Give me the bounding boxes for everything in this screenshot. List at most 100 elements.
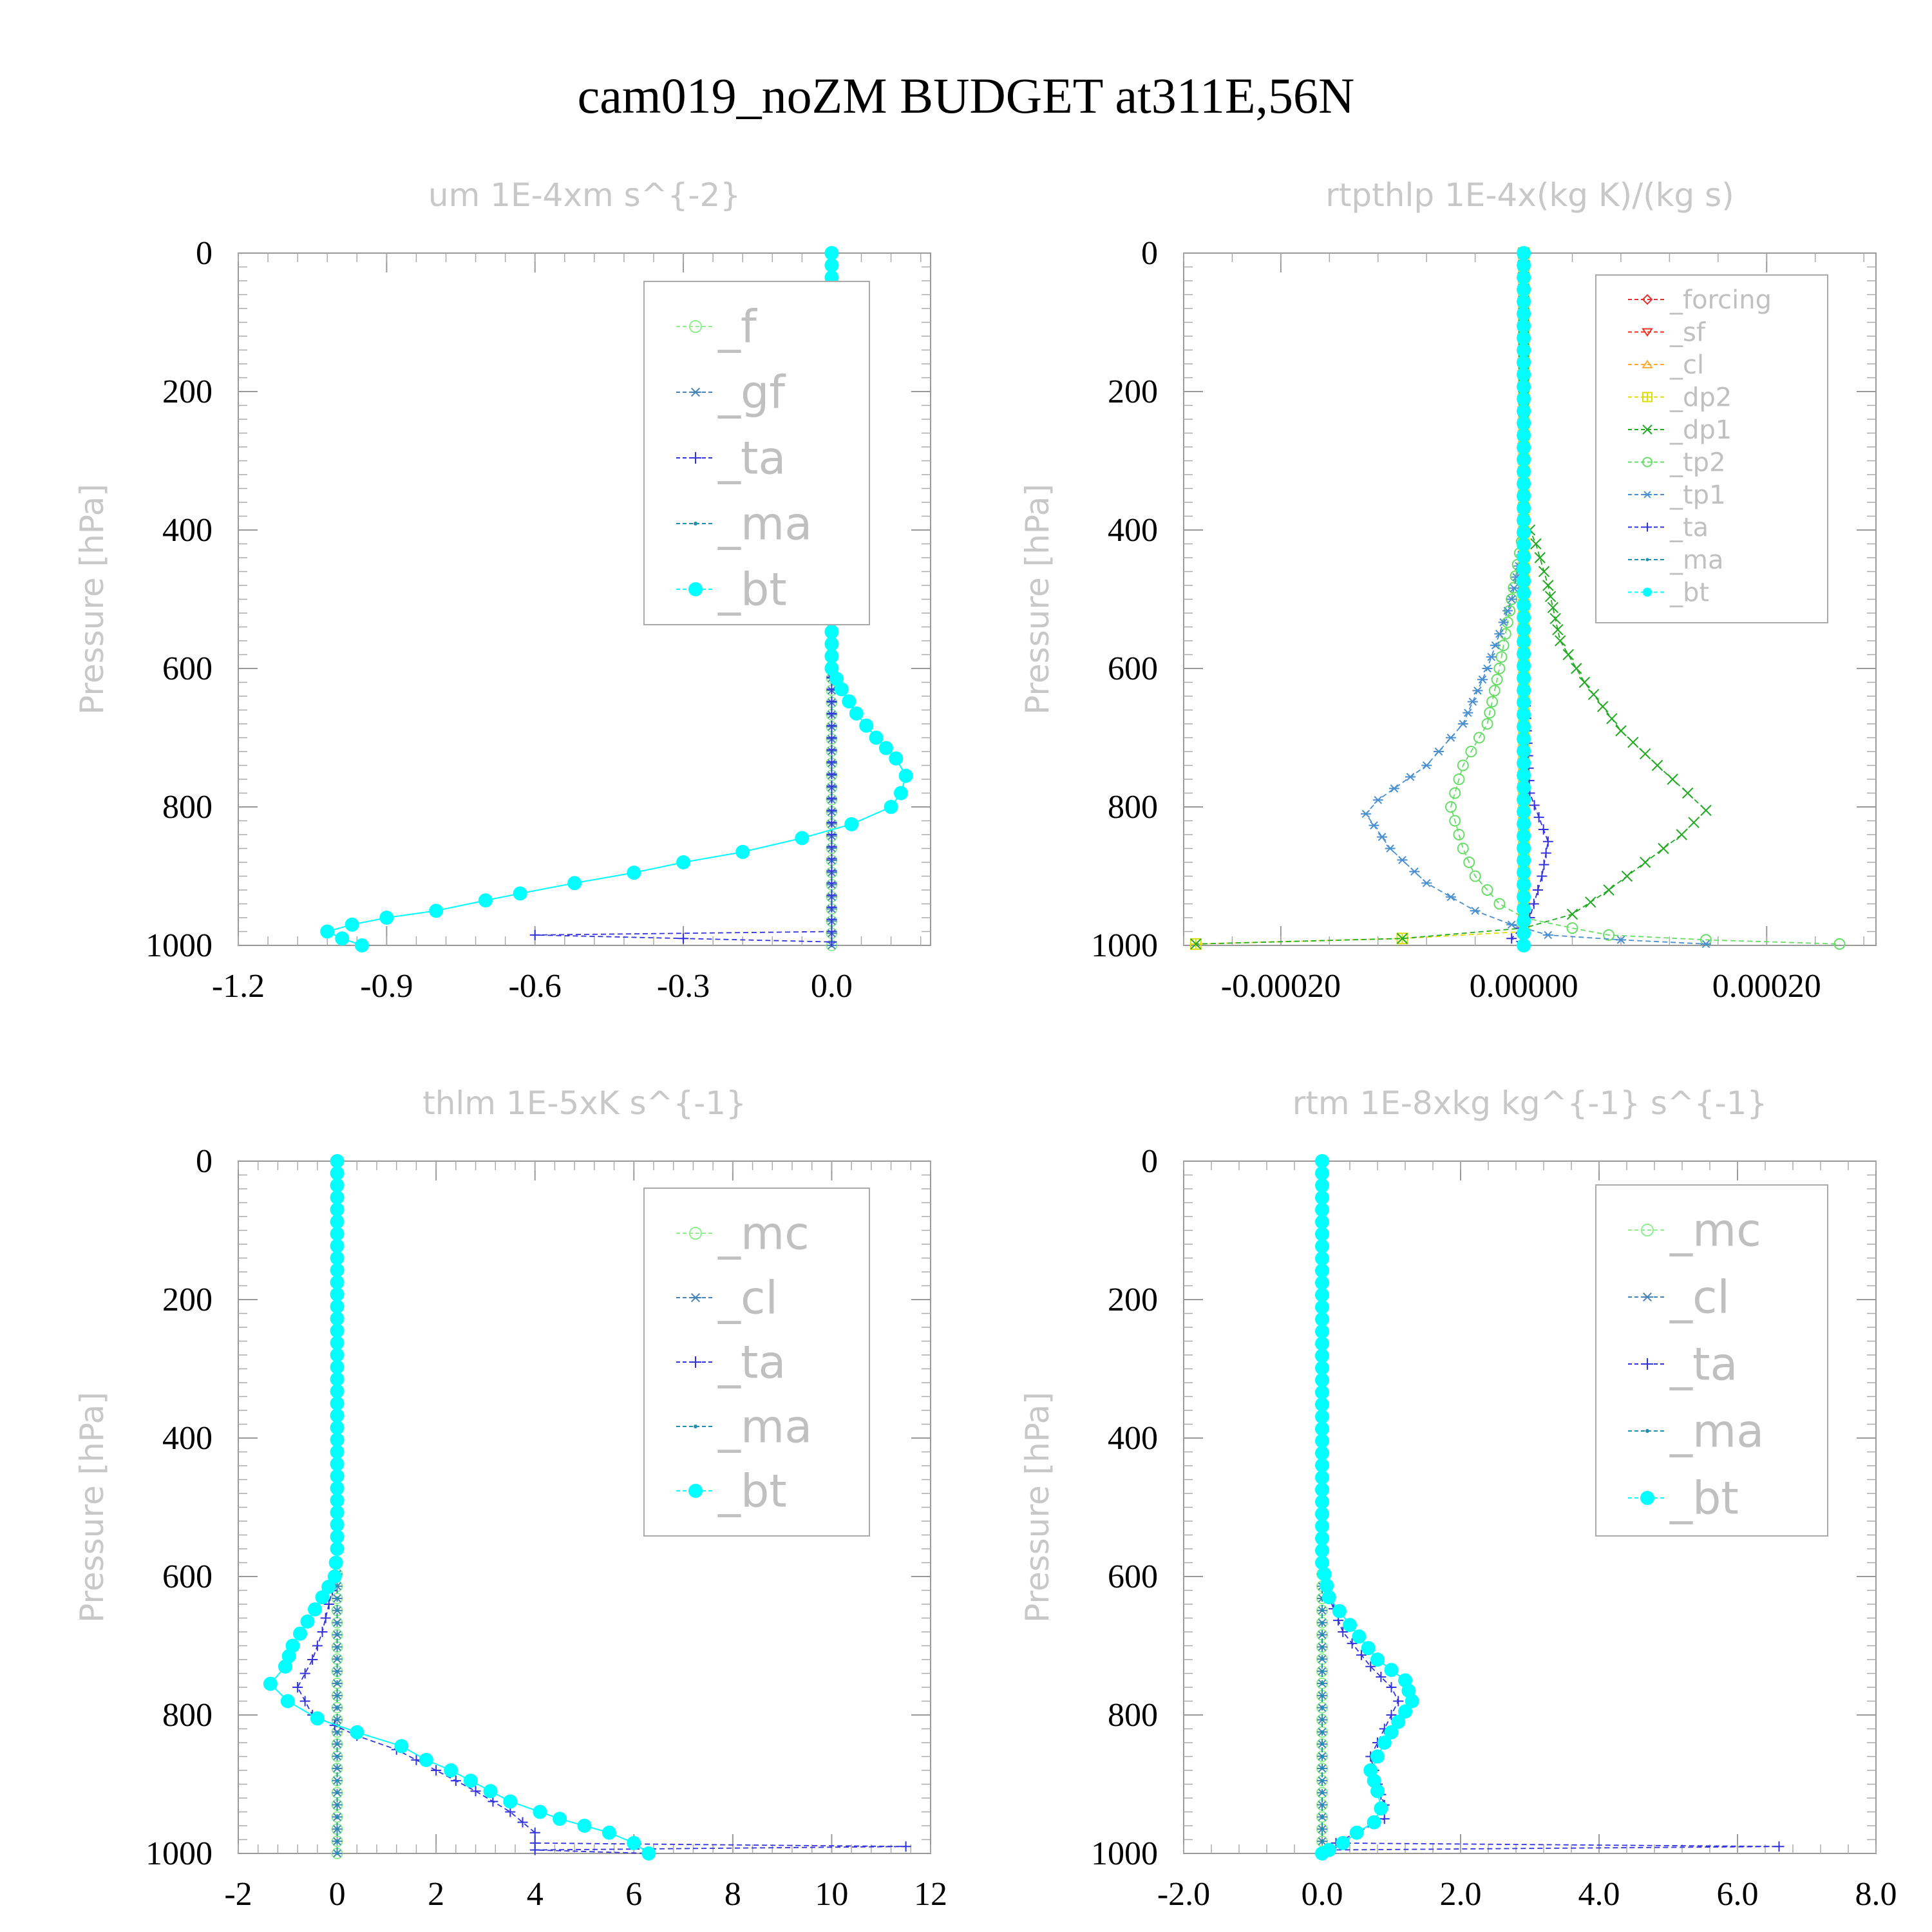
data-point bbox=[1517, 270, 1531, 285]
x-tick-label: 6 bbox=[625, 1876, 642, 1913]
data-point bbox=[379, 911, 394, 925]
data-point bbox=[1315, 1275, 1329, 1290]
y-axis-label: Pressure [hPa] bbox=[73, 484, 111, 715]
data-point bbox=[1639, 857, 1651, 868]
data-point bbox=[1320, 1718, 1324, 1722]
data-point bbox=[641, 1846, 656, 1861]
data-point bbox=[330, 1348, 345, 1362]
data-point bbox=[1315, 1409, 1329, 1424]
data-point bbox=[1517, 732, 1531, 746]
data-point bbox=[878, 741, 893, 755]
chart-panel-1: um 1E-4xm s^{-2} Pressure [hPa] 0 200 400 600… bbox=[73, 176, 931, 1005]
data-point bbox=[330, 1251, 345, 1265]
data-point bbox=[323, 1599, 334, 1609]
data-point bbox=[1517, 477, 1531, 491]
series-line bbox=[1195, 253, 1524, 945]
data-point bbox=[1587, 688, 1600, 701]
data-point bbox=[330, 1457, 345, 1472]
data-point bbox=[1332, 1604, 1347, 1618]
data-point bbox=[824, 246, 839, 260]
data-point bbox=[1320, 1633, 1324, 1637]
legend-label: _ma bbox=[717, 498, 812, 551]
x-tick-label: 2.0 bbox=[1440, 1876, 1482, 1913]
figure-title: cam019_noZM BUDGET at311E,56N bbox=[578, 68, 1355, 124]
x-tick-label: 4.0 bbox=[1578, 1876, 1620, 1913]
panel-title: rtm 1E-8xkg kg^{-1} s^{-1} bbox=[1293, 1084, 1768, 1122]
data-point bbox=[1571, 663, 1582, 674]
data-point bbox=[330, 1215, 345, 1229]
data-point bbox=[1517, 428, 1531, 442]
data-point bbox=[278, 1659, 292, 1674]
data-point bbox=[1517, 367, 1531, 382]
data-point bbox=[1517, 319, 1531, 334]
data-point bbox=[1538, 565, 1550, 578]
data-point bbox=[842, 694, 857, 709]
data-point bbox=[1320, 1578, 1334, 1593]
data-point bbox=[330, 1432, 345, 1447]
data-point bbox=[1470, 906, 1481, 915]
data-point bbox=[330, 1408, 345, 1423]
data-point bbox=[1517, 756, 1531, 771]
data-point bbox=[1347, 1638, 1358, 1649]
y-tick-label: 1000 bbox=[146, 927, 213, 964]
data-point bbox=[1315, 1336, 1329, 1351]
y-tick-label: 200 bbox=[1108, 374, 1158, 410]
data-point bbox=[826, 841, 837, 852]
data-point bbox=[394, 1739, 409, 1754]
data-point bbox=[1396, 933, 1408, 944]
data-point bbox=[478, 893, 493, 908]
data-point bbox=[1384, 1725, 1399, 1739]
legend-marker bbox=[1642, 1358, 1653, 1370]
data-point bbox=[1508, 583, 1519, 592]
legend-label: _bt bbox=[1669, 578, 1709, 608]
legend: _forcing_sf_cl_dp2_dp1_tp2_tp1_ta_ma_bt bbox=[1595, 274, 1828, 623]
data-point bbox=[1457, 759, 1469, 772]
data-point bbox=[1651, 759, 1663, 772]
legend: _mc _cl _ta _ma _bt bbox=[643, 1188, 870, 1537]
data-point bbox=[1517, 683, 1531, 697]
data-point bbox=[330, 1517, 345, 1532]
data-point bbox=[1554, 635, 1566, 647]
data-point bbox=[1517, 294, 1531, 309]
data-point bbox=[1315, 1543, 1329, 1558]
data-point bbox=[1494, 629, 1505, 638]
legend-marker bbox=[1642, 359, 1653, 368]
data-point bbox=[1537, 871, 1548, 882]
data-point bbox=[299, 1668, 310, 1679]
data-point bbox=[1517, 853, 1531, 867]
legend-label: _mc bbox=[1669, 1204, 1761, 1257]
legend-marker bbox=[1642, 328, 1653, 337]
data-point bbox=[1517, 416, 1531, 431]
data-point bbox=[1517, 562, 1531, 576]
data-point bbox=[1393, 1696, 1404, 1707]
legend-marker bbox=[690, 387, 701, 397]
legend-marker bbox=[1642, 1292, 1653, 1302]
data-point bbox=[826, 902, 837, 913]
data-point bbox=[1320, 1681, 1324, 1685]
data-point bbox=[1493, 663, 1506, 674]
data-point bbox=[1615, 725, 1627, 737]
y-tick-label: 0 bbox=[196, 235, 213, 272]
data-point bbox=[1517, 865, 1531, 880]
data-point bbox=[1549, 612, 1561, 625]
data-point bbox=[330, 1420, 345, 1435]
data-point bbox=[898, 768, 913, 783]
x-tick-label: 10 bbox=[815, 1876, 848, 1913]
data-point bbox=[1498, 618, 1509, 627]
data-point bbox=[1190, 938, 1202, 950]
data-point bbox=[1457, 842, 1469, 855]
data-point bbox=[336, 1791, 339, 1795]
data-point bbox=[1320, 1621, 1324, 1625]
x-tick-label: 0 bbox=[329, 1876, 346, 1913]
data-point bbox=[1315, 1215, 1329, 1229]
data-point bbox=[330, 1469, 345, 1484]
data-point bbox=[529, 1844, 540, 1855]
data-point bbox=[1566, 908, 1578, 920]
data-point bbox=[1386, 1682, 1397, 1692]
data-point bbox=[826, 878, 837, 889]
data-point bbox=[859, 718, 874, 733]
data-point bbox=[320, 1613, 331, 1624]
data-point bbox=[1676, 829, 1687, 840]
data-point bbox=[330, 1263, 345, 1278]
data-point bbox=[307, 1654, 318, 1665]
